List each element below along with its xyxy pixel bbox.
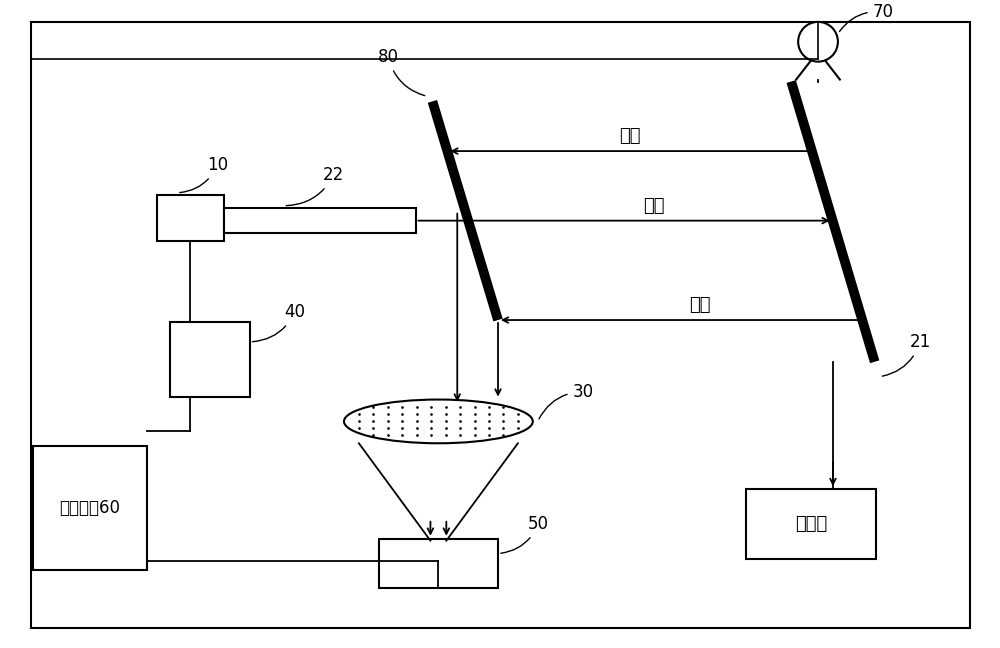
Text: 40: 40 [252,303,305,341]
Circle shape [798,22,838,62]
Bar [33,446,147,570]
Text: 70: 70 [839,3,894,32]
Text: 21: 21 [882,333,931,376]
Text: 激光: 激光 [643,197,665,214]
Bar [157,195,224,240]
Text: 控制模块60: 控制模块60 [60,500,121,517]
Ellipse shape [344,400,533,443]
Text: 80: 80 [378,48,425,96]
Text: 10: 10 [180,156,228,192]
Text: 50: 50 [501,515,549,553]
Text: 22: 22 [286,166,344,205]
Text: 回波: 回波 [689,296,711,314]
Bar [224,208,416,233]
Bar [170,322,250,397]
Text: 30: 30 [539,382,594,419]
Text: 目标物: 目标物 [795,515,827,533]
Text: 回波: 回波 [619,127,640,145]
Bar [379,538,498,588]
Bar [746,489,876,559]
